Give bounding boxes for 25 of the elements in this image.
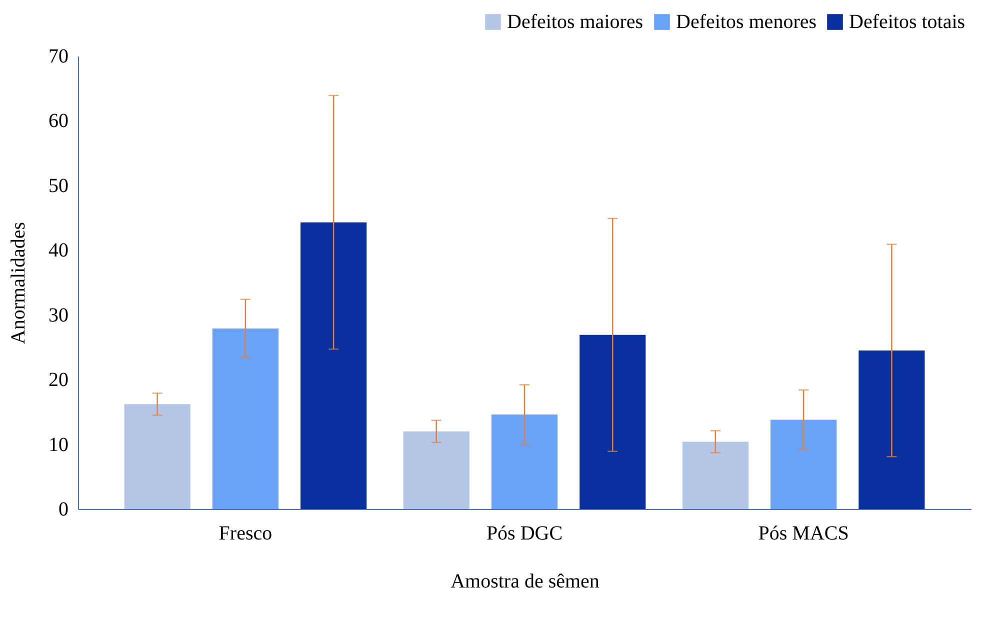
- x-tick-label: Fresco: [218, 522, 272, 544]
- legend-label: Defeitos maiores: [507, 11, 644, 33]
- y-axis-title: Anormalidades: [8, 222, 30, 344]
- bar: [682, 442, 748, 509]
- y-tick-label: 30: [48, 304, 68, 326]
- bar: [491, 414, 558, 509]
- y-tick-label: 60: [48, 110, 68, 132]
- y-tick-label: 20: [48, 369, 68, 392]
- legend-label: Defeitos totais: [849, 11, 966, 33]
- y-tick-label: 40: [48, 240, 68, 262]
- y-tick-label: 50: [48, 174, 68, 197]
- y-tick-label: 0: [58, 498, 68, 520]
- bar: [212, 328, 278, 509]
- y-tick-label: 10: [48, 434, 68, 456]
- x-tick-label: Pós DGC: [486, 522, 563, 544]
- x-tick-label: Pós MACS: [758, 522, 849, 544]
- x-axis-title: Amostra de sêmen: [450, 570, 600, 592]
- bar: [770, 420, 837, 509]
- y-tick-label: 70: [48, 46, 68, 68]
- bar: [124, 404, 190, 509]
- legend-label: Defeitos menores: [676, 11, 817, 33]
- bar: [580, 334, 646, 509]
- bar: [300, 222, 367, 509]
- bar: [858, 350, 925, 509]
- bar: [403, 431, 470, 509]
